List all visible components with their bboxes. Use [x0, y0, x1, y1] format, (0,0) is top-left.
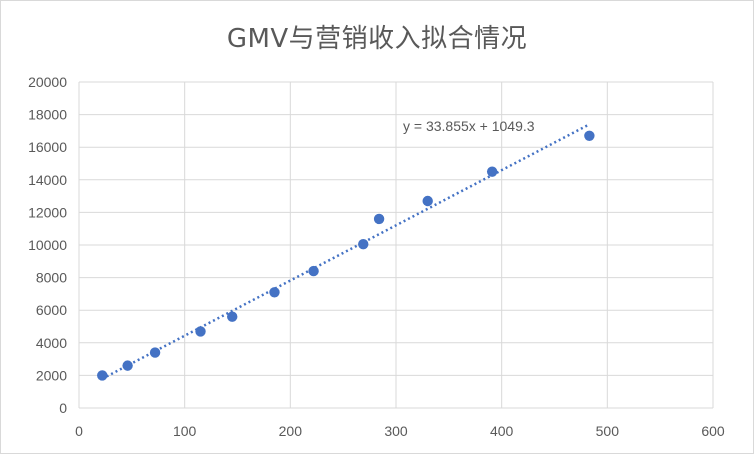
data-point	[122, 360, 133, 371]
y-tick-label: 2000	[36, 367, 67, 383]
data-point	[486, 166, 498, 177]
data-point	[269, 287, 280, 298]
data-point	[422, 195, 433, 207]
x-tick-label: 400	[490, 423, 514, 439]
y-tick-label: 18000	[28, 107, 67, 123]
y-tick-labels: 0 2000 4000 6000 8000 10000 12000 14000 16000 180…	[28, 74, 67, 416]
x-tick-label: 600	[701, 423, 725, 439]
y-tick-label: 4000	[36, 335, 67, 351]
chart-title: GMV与营销收入拟合情况	[226, 24, 528, 54]
data-point	[584, 130, 595, 141]
data-point	[358, 238, 369, 250]
data-point	[149, 347, 161, 358]
y-tick-label: 6000	[36, 302, 67, 318]
y-tick-label: 20000	[28, 74, 67, 90]
x-tick-label: 0	[75, 423, 83, 439]
data-point	[97, 370, 108, 381]
y-tick-label: 8000	[36, 270, 67, 286]
data-point	[308, 265, 319, 277]
y-tick-label: 0	[59, 400, 67, 416]
trendline-equation: y = 33.855x + 1049.3	[403, 118, 535, 134]
x-tick-label: 100	[173, 423, 197, 439]
data-point	[227, 311, 238, 322]
x-tick-label: 200	[279, 423, 303, 439]
x-tick-labels: 0 100 200 300 400 500 600	[75, 423, 725, 439]
y-tick-label: 16000	[28, 139, 67, 155]
x-tick-label: 500	[596, 423, 620, 439]
x-tick-label: 300	[384, 423, 408, 439]
data-point	[373, 213, 385, 225]
gridlines	[78, 81, 714, 409]
y-tick-label: 12000	[28, 204, 67, 220]
trendline	[101, 123, 590, 380]
data-points	[97, 130, 595, 381]
y-tick-label: 10000	[28, 237, 67, 253]
y-tick-label: 14000	[28, 172, 67, 188]
data-point	[195, 326, 206, 337]
